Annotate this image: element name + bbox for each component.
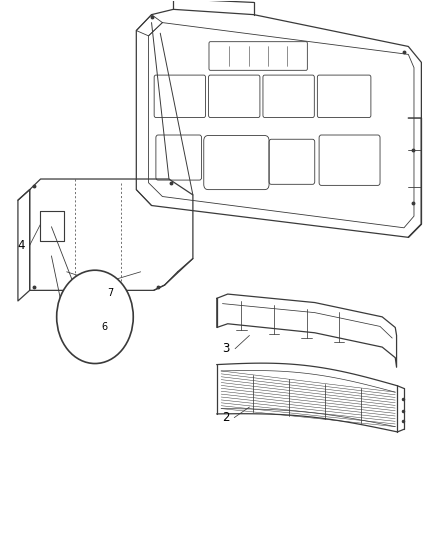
Text: 3: 3 [222,342,229,355]
Circle shape [57,270,133,364]
Text: 2: 2 [222,411,229,424]
Text: 4: 4 [17,239,25,252]
Text: 1: 1 [98,274,105,287]
Text: 7: 7 [107,288,113,298]
Text: 6: 6 [102,322,108,332]
Text: 5: 5 [74,337,81,350]
